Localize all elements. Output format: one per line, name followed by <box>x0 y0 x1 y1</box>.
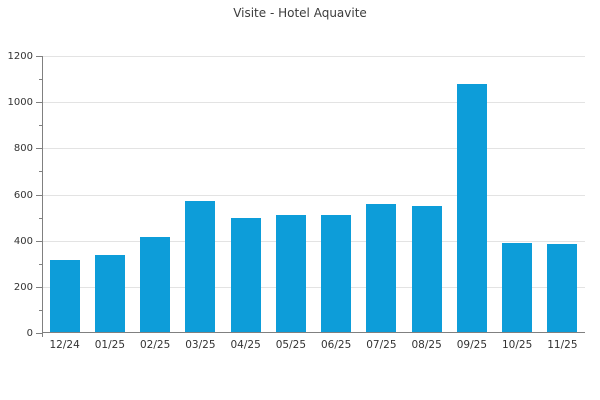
bar-slot-07/25 <box>359 56 404 333</box>
gridline-600 <box>42 194 585 196</box>
y-tick-label-1200: 1200 <box>7 51 33 62</box>
x-tick-label-10/25: 10/25 <box>501 339 533 351</box>
gridline-1000 <box>42 102 585 104</box>
bar-slot-12/24 <box>42 56 87 333</box>
x-tick-label-09/25: 09/25 <box>456 339 487 351</box>
y-tick-label-400: 400 <box>13 235 33 247</box>
bar-slot-11/25 <box>540 56 585 333</box>
y-minor-tick-1100 <box>39 79 42 81</box>
y-major-tick-0 <box>36 333 42 334</box>
y-major-tick-600 <box>36 194 42 196</box>
bar-03/25 <box>185 201 216 333</box>
bar-10/25 <box>502 242 533 333</box>
bar-11/25 <box>547 244 578 333</box>
x-tick-label-02/25: 02/25 <box>139 339 171 351</box>
bar-07/25 <box>366 203 397 333</box>
y-tick-label-800: 800 <box>13 143 33 155</box>
x-tick-label-01/25: 01/25 <box>94 339 125 351</box>
gridline-800 <box>42 148 585 150</box>
y-major-tick-400 <box>36 240 42 242</box>
x-tick-label-07/25: 07/25 <box>366 339 397 351</box>
y-tick-label-600: 600 <box>13 189 33 201</box>
bar-slot-08/25 <box>404 56 449 333</box>
x-axis-line <box>42 332 585 333</box>
y-major-tick-200 <box>36 286 42 288</box>
bar-slot-03/25 <box>178 56 223 333</box>
y-tick-label-0: 0 <box>26 328 33 339</box>
bar-06/25 <box>321 215 352 333</box>
y-tick-label-1000: 1000 <box>7 97 33 109</box>
gridline-200 <box>42 286 585 288</box>
x-tick-label-08/25: 08/25 <box>411 339 442 351</box>
bar-slot-02/25 <box>133 56 178 333</box>
x-tick-label-12/24: 12/24 <box>49 339 80 351</box>
bar-05/25 <box>275 215 306 333</box>
y-major-tick-800 <box>36 148 42 150</box>
chart-title: Visite - Hotel Aquavite <box>233 6 367 20</box>
y-minor-tick-900 <box>39 125 42 127</box>
bar-slot-06/25 <box>314 56 359 333</box>
x-axis-labels: 12/24 01/25 02/25 03/25 04/25 05/25 06/25 07/25… <box>42 339 585 351</box>
y-axis-line <box>42 56 43 337</box>
bar-08/25 <box>411 206 442 333</box>
bar-09/25 <box>456 83 487 333</box>
x-tick-label-11/25: 11/25 <box>547 339 578 351</box>
y-tick-label-200: 200 <box>13 281 33 293</box>
y-minor-tick-100 <box>39 309 42 311</box>
bar-slot-10/25 <box>495 56 540 333</box>
y-minor-tick-500 <box>39 217 42 219</box>
plot-area <box>42 56 585 333</box>
gridline-1200 <box>42 56 585 57</box>
bars-container <box>42 56 585 333</box>
y-major-tick-1200 <box>36 56 42 57</box>
x-tick-label-04/25: 04/25 <box>230 339 261 351</box>
bar-04/25 <box>230 217 261 333</box>
bar-slot-09/25 <box>449 56 494 333</box>
bar-01/25 <box>94 254 125 333</box>
y-minor-tick-700 <box>39 171 42 173</box>
bar-slot-04/25 <box>223 56 268 333</box>
x-tick-label-06/25: 06/25 <box>320 339 352 351</box>
gridline-400 <box>42 240 585 242</box>
bar-slot-01/25 <box>87 56 132 333</box>
bar-slot-05/25 <box>268 56 313 333</box>
x-tick-label-03/25: 03/25 <box>185 339 216 351</box>
y-major-tick-1000 <box>36 102 42 104</box>
bar-02/25 <box>140 237 171 333</box>
y-minor-tick-300 <box>39 263 42 265</box>
x-tick-label-05/25: 05/25 <box>275 339 306 351</box>
bar-12/24 <box>49 260 80 333</box>
